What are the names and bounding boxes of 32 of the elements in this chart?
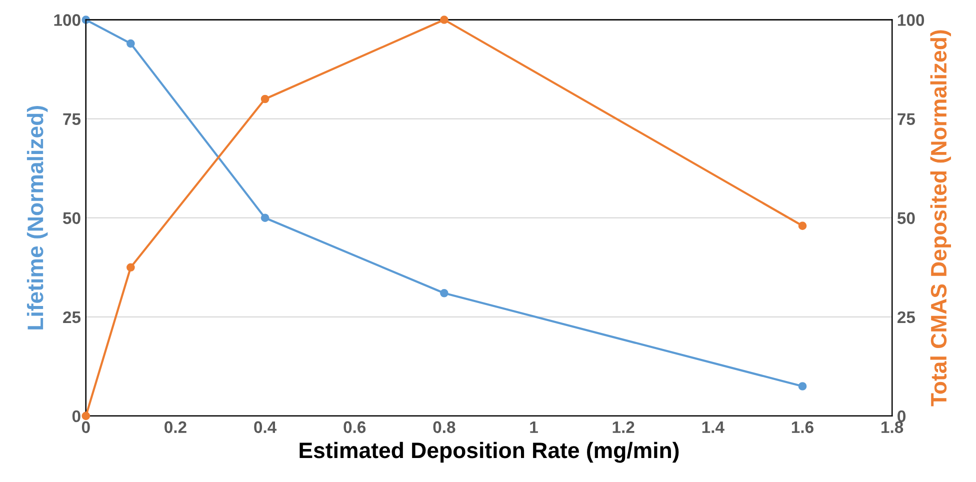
- y-tick-label: 50: [63, 212, 80, 224]
- y-tick-label: 100: [54, 14, 80, 26]
- point: [798, 222, 807, 230]
- x-tick-label: 1.4: [702, 421, 724, 433]
- y2-tick-label: 0: [898, 410, 906, 422]
- y2-tick-label: 100: [898, 14, 924, 26]
- x-tick-label: 0.2: [164, 421, 186, 434]
- x-tick-label: 0.8: [433, 421, 456, 434]
- x-tick-label: 1.2: [612, 421, 634, 433]
- x-tick-label: 0.6: [344, 421, 366, 434]
- y2-tick-label: 75: [898, 113, 915, 126]
- y-tick-label: 25: [63, 311, 81, 324]
- x-tick-label: 0: [82, 421, 90, 434]
- x-tick-label: 1.8: [882, 421, 904, 434]
- point: [82, 412, 90, 420]
- point: [126, 39, 135, 48]
- x-axis-title: Estimated Deposition Rate (mg/min): [300, 442, 679, 463]
- y2-axis-title: Total CMAS Deposited (Normalized): [930, 30, 951, 406]
- y-tick-label: 0: [72, 410, 80, 422]
- point: [440, 288, 448, 298]
- point: [260, 94, 270, 104]
- point: [126, 263, 135, 272]
- y2-tick-label: 25: [898, 311, 915, 324]
- point: [798, 382, 807, 390]
- x-tick-label: 1.6: [792, 421, 814, 434]
- x-tick-label: 1: [530, 421, 538, 433]
- y-tick-label: 75: [63, 113, 81, 126]
- x-tick-label: 0.4: [254, 421, 277, 434]
- point: [260, 214, 270, 222]
- y-axis-title: Lifetime (Normalized): [26, 106, 48, 330]
- point: [440, 16, 448, 24]
- y2-tick-label: 50: [897, 212, 915, 224]
